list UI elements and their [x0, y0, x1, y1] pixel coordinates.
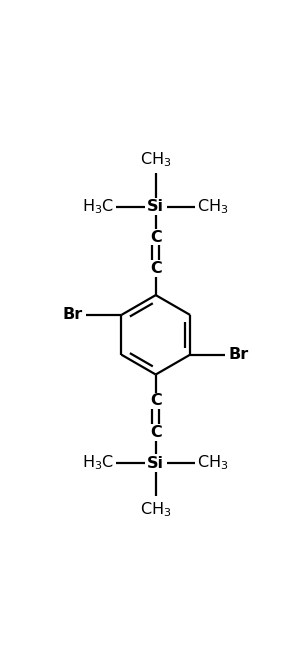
- Text: $\mathsf{CH_3}$: $\mathsf{CH_3}$: [197, 453, 229, 473]
- Text: Si: Si: [147, 455, 164, 471]
- Text: $\mathsf{CH_3}$: $\mathsf{CH_3}$: [140, 501, 171, 519]
- Text: Si: Si: [147, 199, 164, 214]
- Text: Br: Br: [228, 347, 249, 362]
- Text: $\mathsf{CH_3}$: $\mathsf{CH_3}$: [140, 151, 171, 169]
- Text: C: C: [150, 425, 162, 440]
- Text: C: C: [150, 393, 162, 408]
- Text: $\mathsf{CH_3}$: $\mathsf{CH_3}$: [197, 197, 229, 216]
- Text: Br: Br: [63, 308, 83, 322]
- Text: $\mathsf{H_3C}$: $\mathsf{H_3C}$: [82, 197, 114, 216]
- Text: $\mathsf{H_3C}$: $\mathsf{H_3C}$: [82, 453, 114, 473]
- Text: C: C: [150, 261, 162, 276]
- Text: C: C: [150, 229, 162, 245]
